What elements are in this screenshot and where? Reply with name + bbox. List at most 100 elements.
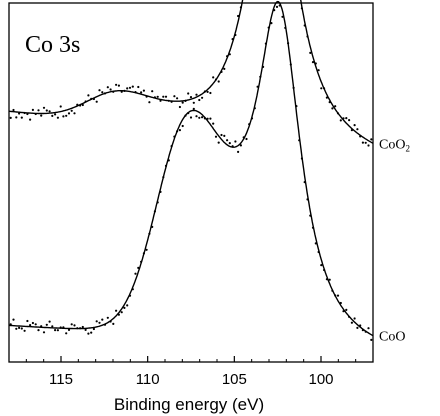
data-point	[167, 99, 170, 102]
x-tick-label-105: 105	[222, 371, 247, 388]
data-point	[76, 103, 79, 106]
data-point	[42, 106, 46, 109]
data-point	[253, 107, 256, 110]
data-point	[187, 112, 190, 115]
data-point	[306, 198, 309, 201]
data-point	[176, 97, 179, 100]
data-point	[151, 90, 154, 93]
data-point	[170, 100, 173, 103]
data-point	[62, 115, 65, 118]
data-point	[176, 130, 179, 133]
data-point	[201, 96, 204, 99]
plot-frame	[8, 2, 374, 363]
x-axis: 115 110 105 100	[25, 356, 357, 388]
data-point	[300, 157, 303, 160]
data-point	[178, 105, 181, 109]
data-point	[306, 35, 309, 38]
data-point	[189, 116, 193, 119]
data-point	[259, 75, 262, 78]
data-point	[226, 139, 229, 142]
data-point	[87, 94, 90, 97]
data-point	[67, 328, 71, 331]
data-point	[234, 33, 237, 37]
data-point	[159, 190, 162, 193]
data-point	[181, 124, 184, 128]
data-point	[248, 123, 251, 126]
fit-line-CoO	[9, 0, 374, 337]
data-point	[65, 332, 68, 335]
data-point	[115, 83, 118, 86]
data-point	[214, 135, 218, 138]
data-point	[42, 331, 46, 334]
x-axis-title: Binding energy (eV)	[114, 395, 264, 414]
data-point	[29, 324, 32, 327]
data-point	[342, 310, 345, 313]
data-point	[328, 278, 331, 281]
data-point	[325, 278, 328, 281]
data-point	[309, 214, 312, 217]
data-point	[123, 89, 126, 92]
data-point	[23, 111, 26, 115]
data-point	[331, 289, 334, 292]
data-point	[79, 327, 82, 330]
data-point	[198, 98, 201, 102]
data-point	[103, 92, 107, 95]
data-point	[173, 95, 176, 98]
data-point	[309, 51, 312, 55]
data-point	[348, 119, 351, 122]
data-point	[92, 327, 95, 331]
data-point	[278, 4, 281, 7]
data-point	[12, 318, 15, 321]
data-point	[76, 327, 79, 330]
data-point	[300, 7, 303, 10]
data-point	[84, 100, 87, 103]
data-point	[209, 117, 212, 120]
data-point	[145, 248, 148, 251]
data-point	[334, 294, 337, 297]
data-point	[101, 318, 104, 321]
data-point	[73, 112, 76, 115]
x-tick-label-110: 110	[136, 371, 160, 388]
data-point	[95, 100, 98, 103]
data-point	[173, 135, 176, 138]
data-point	[131, 288, 134, 291]
data-point	[298, 139, 301, 142]
data-point	[353, 317, 356, 320]
data-point	[181, 101, 184, 104]
data-point	[120, 311, 123, 314]
data-point	[323, 268, 326, 272]
data-point	[101, 91, 104, 94]
data-point	[59, 326, 62, 329]
data-point	[178, 129, 181, 132]
data-point	[162, 176, 165, 179]
data-point	[15, 116, 18, 119]
data-point	[40, 114, 43, 117]
data-point	[18, 112, 21, 115]
data-point	[106, 316, 109, 319]
data-point	[242, 136, 245, 139]
data-point	[9, 116, 12, 119]
data-point	[103, 323, 107, 326]
data-point	[264, 42, 267, 45]
data-point	[289, 63, 292, 66]
data-point	[217, 141, 220, 144]
data-point	[98, 321, 101, 324]
data-point	[212, 122, 215, 125]
data-point	[142, 252, 145, 255]
data-point	[292, 86, 295, 89]
data-point	[34, 323, 37, 326]
data-point	[348, 315, 351, 318]
data-point	[353, 124, 356, 127]
data-point	[31, 321, 34, 325]
data-point	[192, 101, 195, 104]
data-point	[12, 108, 15, 112]
data-point	[287, 42, 290, 45]
data-point	[359, 324, 362, 327]
data-point	[184, 99, 187, 102]
data-point	[195, 93, 198, 96]
data-point	[359, 135, 362, 138]
data-point	[201, 116, 204, 119]
data-point	[170, 145, 173, 148]
data-point	[270, 22, 273, 25]
